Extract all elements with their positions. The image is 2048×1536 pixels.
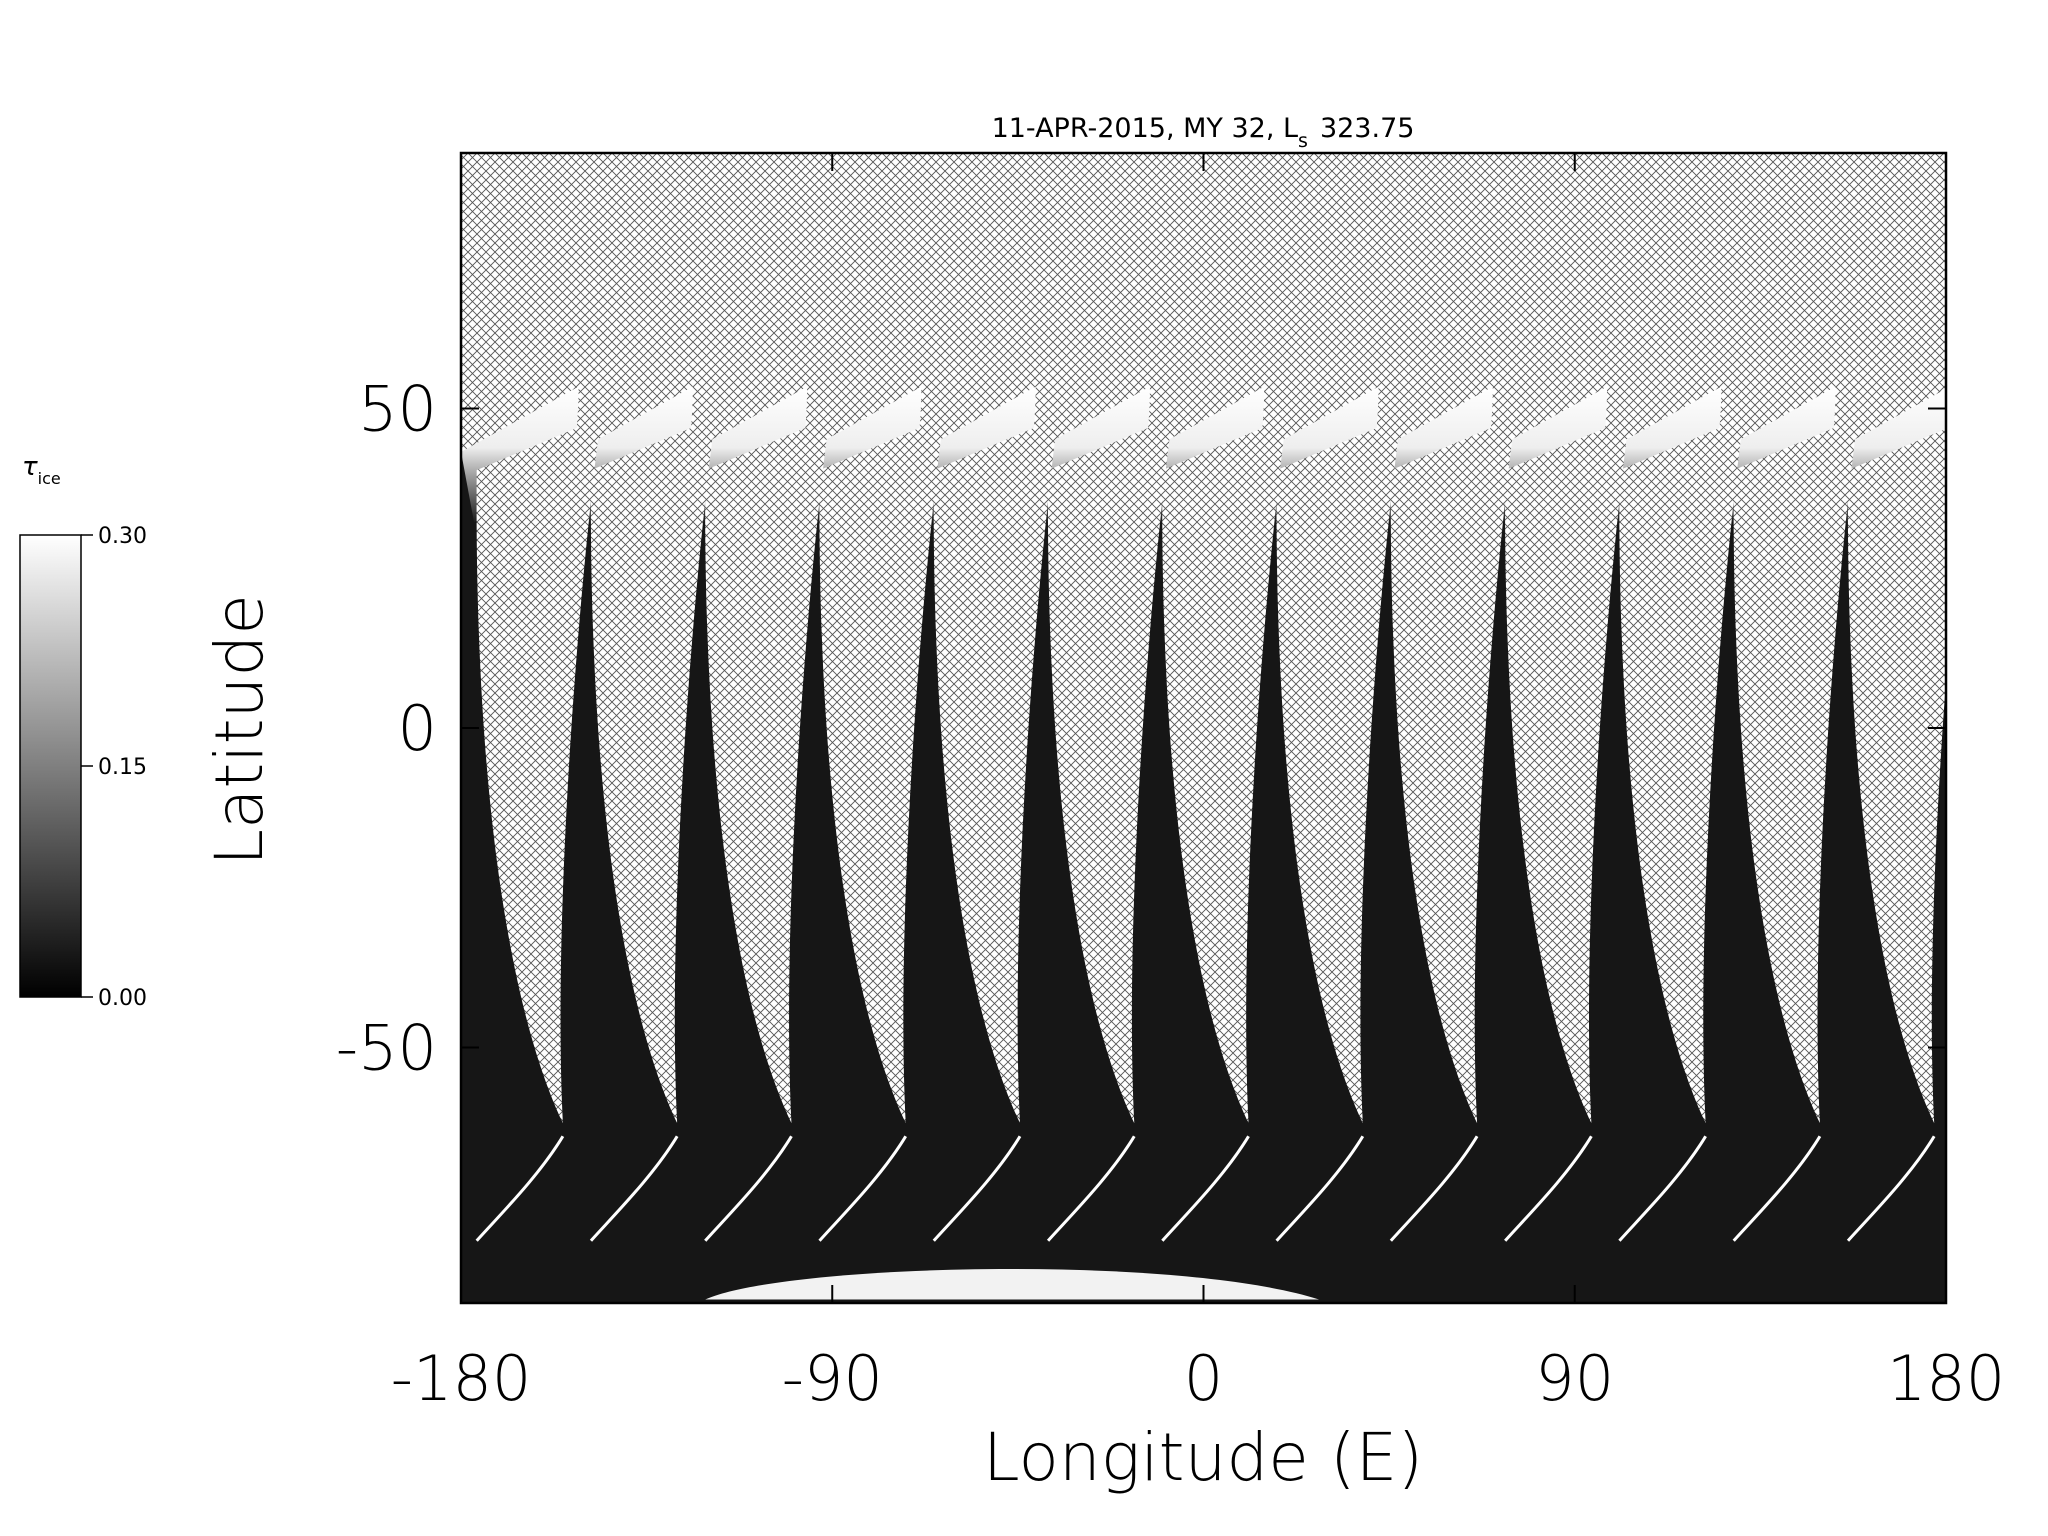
data-gap [476, 417, 601, 1124]
swath-edge [1275, 1135, 1365, 1242]
swath-edge [1046, 1135, 1136, 1242]
swath-edge [1846, 1135, 1936, 1242]
data-gap [1390, 417, 1515, 1124]
swath-edge [475, 1135, 565, 1242]
swath-edge [1618, 1135, 1707, 1242]
x-axis-label: Longitude (E) [983, 1419, 1423, 1496]
data-gap [1505, 417, 1630, 1124]
data-gap [705, 417, 830, 1124]
swath-edge [932, 1135, 1022, 1242]
x-tick-label: 0 [1184, 1342, 1223, 1415]
map-image [461, 153, 1946, 1303]
swath-edge [1161, 1135, 1250, 1242]
data-gap [933, 417, 1058, 1124]
swath-edge [818, 1135, 907, 1242]
colorbar-tick-label: 0.15 [98, 755, 147, 780]
swath-edge [1389, 1135, 1479, 1242]
data-gap [590, 417, 716, 1124]
data-gap [819, 417, 944, 1124]
swath-edge [704, 1135, 793, 1242]
data-gap [1162, 417, 1287, 1124]
hatch-north [461, 153, 1946, 374]
data-gap [1047, 417, 1173, 1124]
data-gap [1619, 417, 1744, 1124]
swath-edge [1504, 1135, 1593, 1242]
colorbar [19, 534, 82, 998]
x-tick-label: -180 [391, 1342, 532, 1415]
y-axis-label: Latitude [201, 594, 278, 866]
swath-edge [1732, 1135, 1822, 1242]
data-gap [1733, 417, 1858, 1124]
x-tick-label: -90 [782, 1342, 883, 1415]
x-tick-label: 180 [1887, 1342, 2005, 1415]
data-gap [1276, 417, 1401, 1124]
swath-edge [589, 1135, 679, 1242]
south-cap [705, 1268, 1320, 1300]
data-gap [1847, 428, 1946, 1124]
colorbar-tick-label: 0.00 [98, 986, 147, 1011]
chart-title: 11-APR-2015, MY 32, Ls 323.75 [992, 113, 1415, 152]
colorbar-label: τice [22, 452, 61, 488]
x-tick-label: 90 [1535, 1342, 1614, 1415]
y-tick-label: 0 [398, 692, 437, 765]
colorbar-tick-label: 0.30 [98, 524, 147, 549]
y-tick-label: 50 [358, 373, 437, 446]
y-tick-label: -50 [336, 1011, 437, 1084]
